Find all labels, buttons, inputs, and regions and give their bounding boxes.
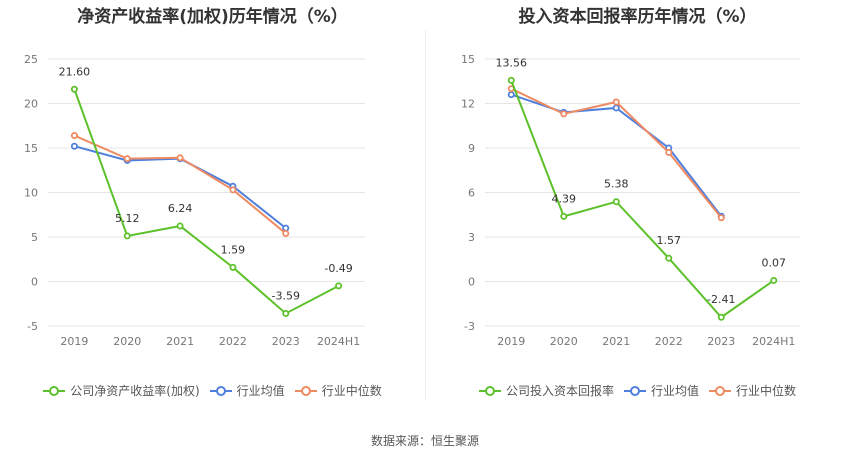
chart-title: 投入资本回报率历年情况（%） [518,7,757,27]
chart-title: 净资产收益率(加权)历年情况（%） [77,7,348,27]
data-point [282,309,290,317]
legend-item[interactable]: 公司投入资本回报率 [478,382,614,399]
data-point [717,214,725,222]
data-point [176,222,184,230]
y-tick-label: 0 [468,276,475,289]
legend-swatch-icon [623,385,646,397]
legend-swatch-icon [294,385,317,397]
data-label: 1.57 [657,234,682,247]
data-point [665,148,673,156]
y-tick-label: 25 [24,53,38,66]
x-tick-label: 2024H1 [317,335,360,348]
series-line [73,88,340,315]
legend-label: 行业中位数 [321,384,382,398]
y-tick-label: 15 [461,53,475,66]
legend-swatch-icon [43,385,66,397]
legend-item[interactable]: 行业均值 [209,382,285,399]
panel-divider [425,30,426,400]
y-tick-label: -5 [27,320,38,333]
data-label: -0.49 [324,262,352,275]
data-label: 13.56 [496,56,528,69]
y-tick-label: 3 [468,231,475,244]
data-label: 5.12 [115,212,140,225]
data-point [176,154,184,162]
y-tick-label: 12 [461,98,475,111]
data-point [612,104,620,112]
data-source-note: 数据来源：恒生聚源 [370,434,479,448]
x-tick-label: 2021 [602,335,630,348]
y-tick-label: 0 [31,276,38,289]
x-tick-label: 2019 [497,335,525,348]
data-point [612,198,620,206]
data-label: 1.59 [221,243,246,256]
legend-item[interactable]: 行业中位数 [294,382,382,399]
data-label: -3.59 [272,289,300,302]
y-tick-label: 6 [468,187,475,200]
data-label: 5.38 [604,178,629,191]
data-point [123,155,131,163]
y-tick-label: 10 [24,187,38,200]
series-line [510,93,723,217]
legend-swatch-icon [478,385,501,397]
chart-legend: 公司净资产收益率(加权) 行业均值 行业中位数 [0,382,425,399]
legend-item[interactable]: 公司净资产收益率(加权) [43,382,200,399]
y-tick-label: 5 [31,231,38,244]
data-point [70,132,78,140]
legend-swatch-icon [709,385,731,397]
data-point [229,186,237,194]
data-point [123,232,131,240]
y-tick-label: -3 [464,320,475,333]
data-point [612,98,620,106]
data-label: -2.41 [707,293,735,306]
legend-item[interactable]: 行业均值 [623,382,699,399]
legend-swatch-icon [209,385,232,397]
data-point [282,229,290,237]
roe-chart-panel: 净资产收益率(加权)历年情况（%） -5 0 5 10 15 20 25 2019 2020 20… [0,0,425,420]
data-point [560,212,568,220]
legend-label: 公司净资产收益率(加权) [70,384,200,398]
legend-label: 行业均值 [236,384,285,398]
data-point [70,142,78,150]
data-point [770,276,778,284]
roe-line-chart: -5 0 5 10 15 20 25 2019 2020 2021 2022 2023 2024H1 21… [24,53,365,348]
legend-item[interactable]: 行业中位数 [709,382,796,399]
legend-label: 行业中位数 [736,384,797,398]
data-point [229,263,237,271]
data-label: 4.39 [552,192,577,205]
x-tick-label: 2020 [550,335,578,348]
legend-label: 公司投入资本回报率 [505,384,614,398]
data-point [665,254,673,262]
x-tick-label: 2022 [655,335,683,348]
series-line [74,134,287,235]
legend-label: 行业均值 [650,384,699,398]
data-point [507,76,515,84]
roic-line-chart: -3 0 3 6 9 12 15 2019 2020 2021 2022 2023 2024H1 13.5… [461,53,800,348]
data-point [507,91,515,99]
data-point [335,282,343,290]
data-label: 6.24 [168,202,193,215]
x-tick-label: 2021 [166,335,194,348]
data-label: 0.07 [762,256,787,269]
y-tick-label: 20 [24,98,38,111]
x-tick-label: 2024H1 [752,335,795,348]
x-tick-label: 2019 [60,335,88,348]
x-tick-label: 2022 [219,335,247,348]
data-point [560,110,568,118]
roic-chart-panel: 投入资本回报率历年情况（%） -3 0 3 6 9 12 15 2019 2020 2021 202… [425,0,850,420]
x-tick-label: 2020 [113,335,141,348]
series-line [510,79,775,319]
data-label: 21.60 [59,65,91,78]
data-point [282,224,290,232]
x-tick-label: 2023 [707,335,735,348]
chart-legend: 公司投入资本回报率 行业均值 行业中位数 [425,382,850,399]
x-tick-label: 2023 [272,335,300,348]
data-point [70,85,78,93]
y-tick-label: 9 [468,142,475,155]
data-point [717,313,725,321]
y-tick-label: 15 [24,142,38,155]
